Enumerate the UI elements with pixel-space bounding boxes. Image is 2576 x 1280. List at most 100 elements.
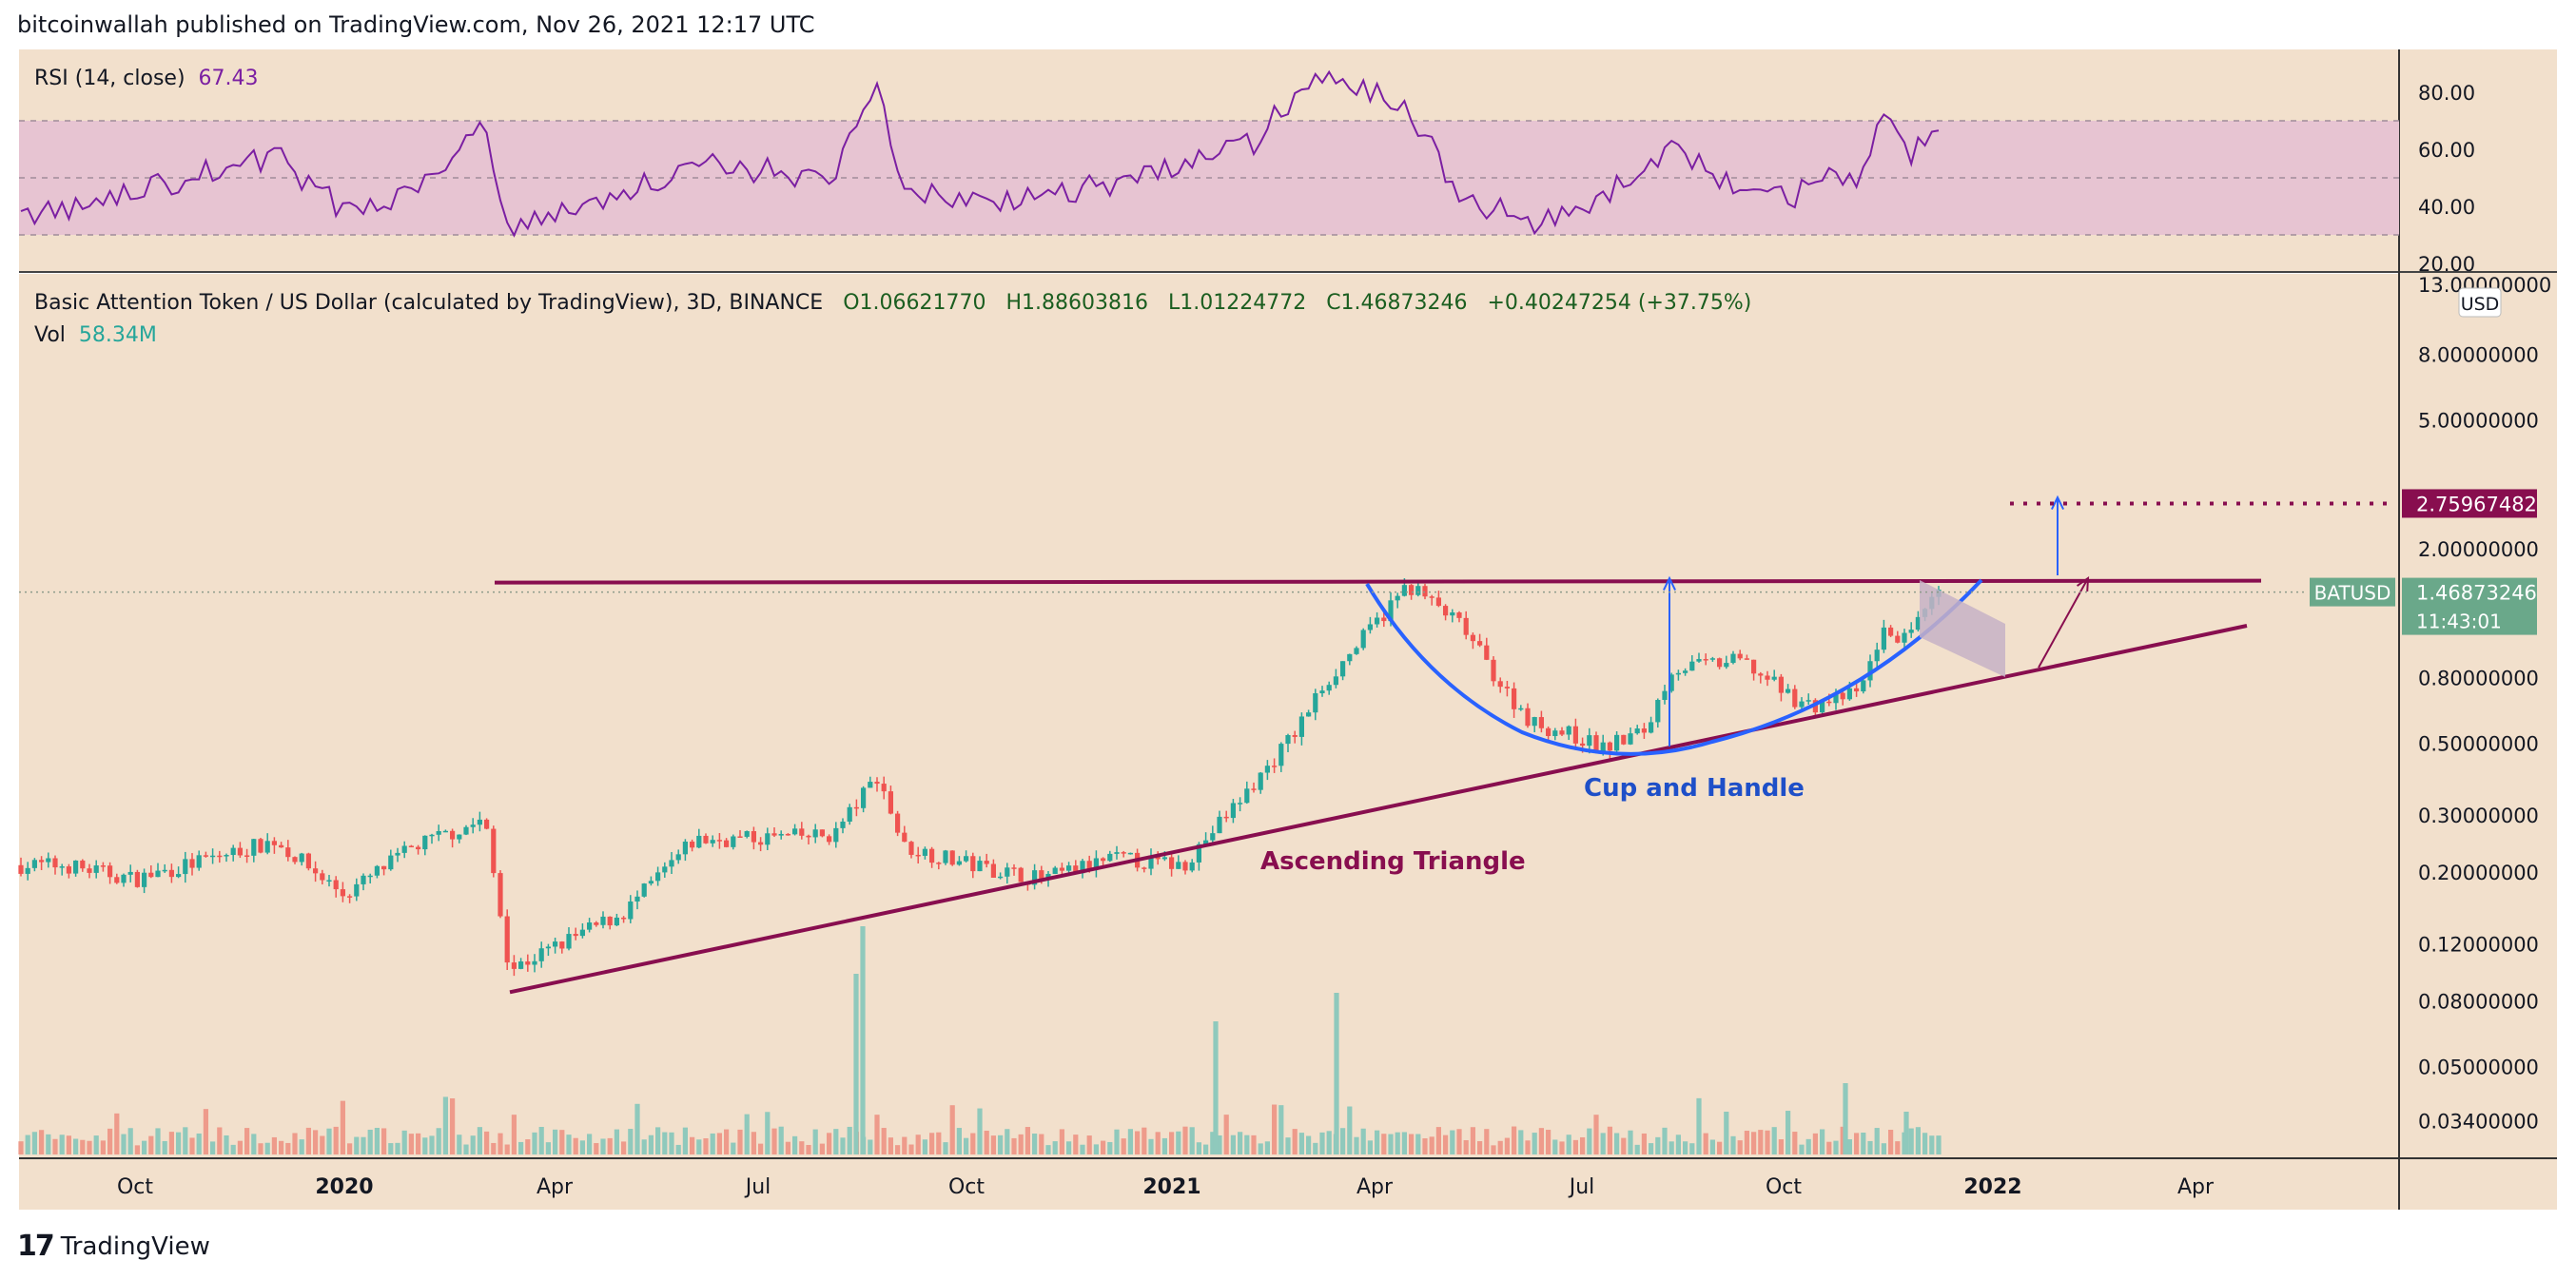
volume-bar: [217, 1127, 223, 1154]
candle-body: [1662, 690, 1668, 700]
volume-bar: [1086, 1135, 1092, 1154]
volume-bar: [59, 1135, 65, 1154]
rsi-tick-label: 60.00: [2418, 139, 2475, 162]
candle-body: [189, 859, 195, 868]
candle-body: [1786, 688, 1791, 693]
candle-body: [1491, 659, 1496, 682]
candle-body: [196, 855, 202, 868]
candle-body: [1203, 840, 1209, 844]
candle-body: [1161, 857, 1167, 860]
candle-body: [361, 875, 366, 884]
candle-body: [251, 839, 257, 856]
volume-bar: [943, 1142, 948, 1154]
breakout-arrow: [2038, 577, 2089, 669]
candle-body: [148, 872, 154, 878]
tradingview-logo[interactable]: 17 TradingView: [17, 1230, 210, 1263]
volume-bar: [305, 1127, 311, 1154]
candle-body: [990, 863, 996, 878]
volume-bar: [189, 1137, 195, 1154]
candle-body: [1497, 681, 1503, 688]
candle-body: [1011, 867, 1017, 869]
candle-body: [107, 865, 113, 878]
candle-body: [470, 824, 476, 827]
candle-body: [134, 871, 140, 887]
volume-bar: [614, 1129, 619, 1154]
candle-body: [436, 831, 441, 835]
volume-bar: [594, 1143, 599, 1154]
candle-body: [1730, 653, 1736, 664]
candle-body: [326, 880, 332, 882]
candle-body: [1005, 867, 1010, 877]
candle-body: [1018, 867, 1024, 882]
candle-body: [1628, 733, 1633, 745]
candle-body: [525, 961, 531, 965]
candle-body: [696, 835, 702, 848]
volume-bar: [1319, 1132, 1325, 1154]
volume-bar: [121, 1134, 127, 1154]
candle-body: [93, 865, 99, 873]
volume-bar: [313, 1130, 319, 1154]
volume-bar: [902, 1136, 907, 1154]
candle-body: [614, 917, 619, 926]
candle-body: [628, 901, 634, 920]
volume-bar: [1313, 1142, 1318, 1154]
volume-bar: [1669, 1141, 1674, 1154]
candle-body: [511, 962, 517, 969]
ohlc-close: C1.46873246: [1326, 291, 1468, 315]
candle-body: [381, 865, 387, 870]
volume-bar: [1758, 1130, 1764, 1154]
candle-body: [237, 847, 243, 856]
candle-body: [183, 859, 188, 875]
volume-bar: [46, 1134, 51, 1154]
volume-bar: [1354, 1136, 1359, 1154]
candle-body: [1867, 661, 1873, 681]
volume-bar: [1210, 1132, 1216, 1154]
candle-body: [1484, 645, 1490, 660]
candle-body: [881, 784, 887, 792]
candle-body: [1737, 653, 1743, 659]
volume-bar: [176, 1132, 182, 1154]
candle-body: [1559, 730, 1565, 735]
volume-bar: [1401, 1132, 1407, 1154]
volume-bar: [1512, 1126, 1517, 1154]
candle-body: [895, 813, 901, 833]
volume-bar: [148, 1135, 154, 1154]
volume-bar: [1121, 1138, 1126, 1154]
candle-body: [1176, 862, 1181, 869]
volume-bar: [237, 1140, 243, 1154]
candle-body: [573, 934, 578, 937]
volume-bar: [1689, 1143, 1695, 1154]
volume-bar: [518, 1141, 524, 1154]
volume-bar: [1435, 1127, 1441, 1154]
tradingview-brand: TradingView: [60, 1232, 210, 1261]
volume-bar: [1360, 1128, 1366, 1154]
candle-body: [553, 941, 558, 947]
volume-bar: [538, 1126, 544, 1154]
volume-bar: [1381, 1134, 1387, 1154]
volume-bar: [998, 1135, 1004, 1154]
currency-button[interactable]: [2458, 287, 2502, 318]
volume-bar: [1641, 1133, 1647, 1154]
volume-bar: [127, 1128, 133, 1154]
candle-body: [1846, 688, 1852, 700]
candle-body: [1142, 867, 1147, 869]
candle-body: [1820, 701, 1825, 713]
volume-bar: [1915, 1127, 1921, 1154]
candle-body: [1546, 727, 1551, 737]
candle-body: [949, 850, 955, 865]
volume-bar: [812, 1129, 818, 1154]
volume-bar: [87, 1140, 92, 1154]
candle-body: [1805, 700, 1811, 702]
candle-body: [114, 877, 120, 883]
volume-bar: [1005, 1129, 1010, 1154]
candle-body: [1264, 766, 1270, 773]
candle-body: [806, 835, 811, 838]
candle-body: [827, 836, 832, 843]
volume-bar: [1450, 1130, 1455, 1154]
candle-body: [1415, 586, 1421, 595]
volume-bar: [1634, 1144, 1640, 1154]
candle-body: [18, 864, 24, 874]
candle-body: [998, 876, 1004, 879]
volume-bar: [1717, 1141, 1723, 1154]
candle-body: [819, 829, 825, 837]
